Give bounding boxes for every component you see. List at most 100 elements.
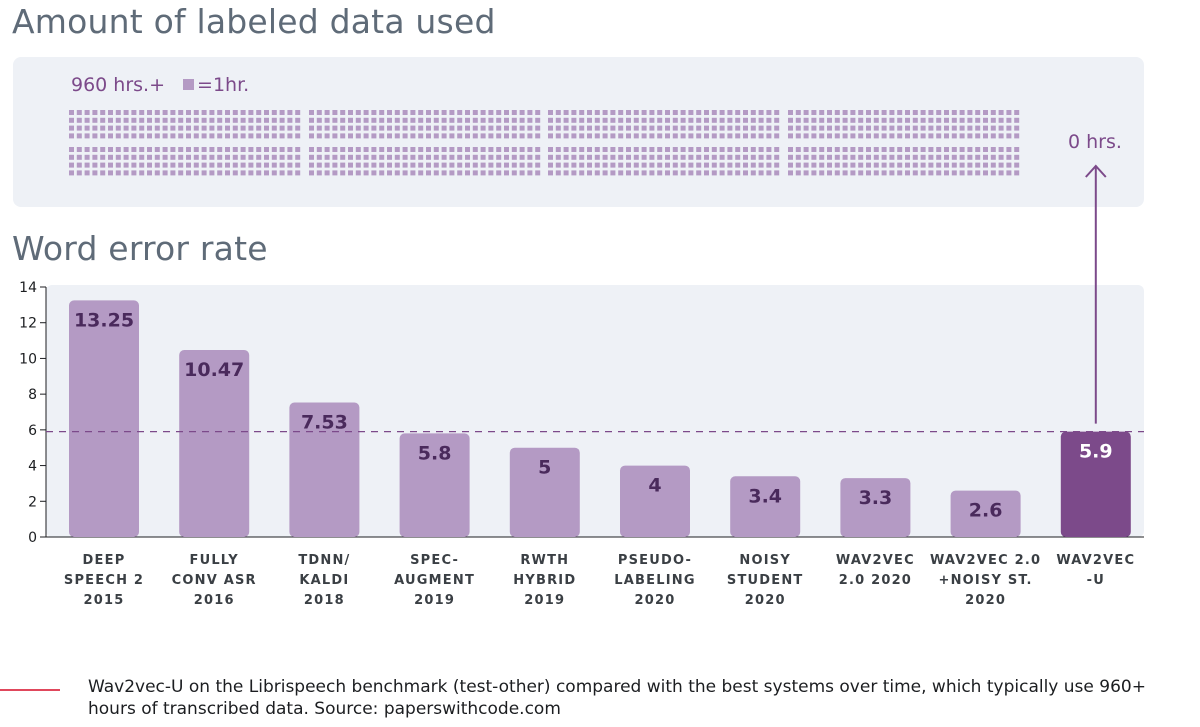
hour-square [920, 154, 926, 160]
hour-square [811, 110, 817, 115]
hour-square [563, 154, 569, 160]
bar-value-label: 3.3 [859, 487, 893, 509]
hour-square [688, 110, 694, 115]
labeled-hours-panel: 960 hrs.+ =1hr. 0 hrs. [13, 57, 1144, 207]
hour-square [394, 162, 400, 168]
hour-square [936, 133, 942, 139]
hour-square [881, 154, 887, 160]
hour-square [256, 147, 262, 152]
hour-square [633, 133, 639, 139]
hour-square [602, 154, 608, 160]
hour-square [719, 154, 725, 160]
hour-square [201, 147, 207, 152]
hour-square [975, 110, 981, 115]
hour-square [84, 170, 90, 176]
hour-square [441, 110, 447, 115]
hour-square [920, 170, 926, 176]
hour-square [264, 147, 269, 152]
hour-square [139, 110, 145, 115]
hour-square [457, 170, 463, 176]
hour-square [743, 125, 748, 131]
hour-square [139, 154, 145, 160]
hour-square [186, 147, 191, 152]
hour-square [232, 110, 238, 115]
hour-square [178, 117, 184, 123]
hour-square [758, 125, 764, 131]
hour-square [633, 117, 639, 123]
hour-square [905, 154, 910, 160]
hour-square [641, 170, 647, 176]
hour-square [788, 154, 793, 160]
hour-square [108, 162, 113, 168]
hour-square [92, 147, 98, 152]
hour-square [69, 162, 74, 168]
hour-square [1006, 133, 1012, 139]
hour-square [819, 162, 825, 168]
hour-square [1014, 117, 1020, 123]
hour-square [657, 147, 663, 152]
hour-square [920, 125, 926, 131]
hour-square [418, 154, 424, 160]
hour-square [170, 133, 176, 139]
hour-square [1006, 110, 1012, 115]
hour-square [657, 117, 663, 123]
hour-square [897, 162, 903, 168]
hour-square [217, 117, 223, 123]
hour-square [951, 170, 957, 176]
hour-square [834, 154, 840, 160]
hour-square [511, 125, 517, 131]
hour-square [610, 154, 616, 160]
hour-square [441, 117, 447, 123]
hour-square [209, 147, 215, 152]
hour-square [170, 110, 176, 115]
hour-square [834, 117, 840, 123]
hour-square [626, 170, 631, 176]
hour-square [147, 162, 152, 168]
hour-square [316, 117, 322, 123]
hour-square [535, 117, 541, 123]
hour-square [201, 170, 207, 176]
hour-square [944, 117, 949, 123]
hour-square [324, 170, 330, 176]
hour-square [750, 162, 756, 168]
hour-square [819, 170, 825, 176]
hour-square [410, 110, 416, 115]
hour-square [340, 170, 346, 176]
hour-square [84, 147, 90, 152]
hour-square [548, 110, 553, 115]
hour-square [649, 147, 655, 152]
hour-square [827, 125, 832, 131]
hour-square [123, 162, 129, 168]
hour-square [594, 154, 600, 160]
hour-square [248, 133, 254, 139]
hour-square [295, 170, 301, 176]
hour-square [795, 162, 801, 168]
hour-square [379, 154, 385, 160]
hour-square [240, 162, 246, 168]
hour-square [139, 170, 145, 176]
hour-square [819, 110, 825, 115]
hour-square [881, 133, 887, 139]
hour-square [672, 162, 678, 168]
hour-square [170, 125, 176, 131]
bar-value-label: 3.4 [748, 485, 782, 507]
hour-square [983, 154, 988, 160]
hour-square [959, 125, 965, 131]
hour-square [139, 125, 145, 131]
hour-square [688, 162, 694, 168]
hour-square [873, 154, 879, 160]
hour-square [735, 162, 741, 168]
figure-caption: Wav2vec-U on the Librispeech benchmark (… [88, 677, 1146, 719]
hour-square [881, 162, 887, 168]
hour-square [587, 117, 592, 123]
hour-square [602, 170, 608, 176]
hour-square [959, 170, 965, 176]
hour-square [209, 170, 215, 176]
hour-square [680, 133, 686, 139]
hour-square [827, 154, 832, 160]
hour-square [488, 110, 494, 115]
hour-square [511, 170, 517, 176]
category-label: AUGMENT [394, 573, 475, 588]
hour-square [379, 162, 385, 168]
hour-square [688, 117, 694, 123]
